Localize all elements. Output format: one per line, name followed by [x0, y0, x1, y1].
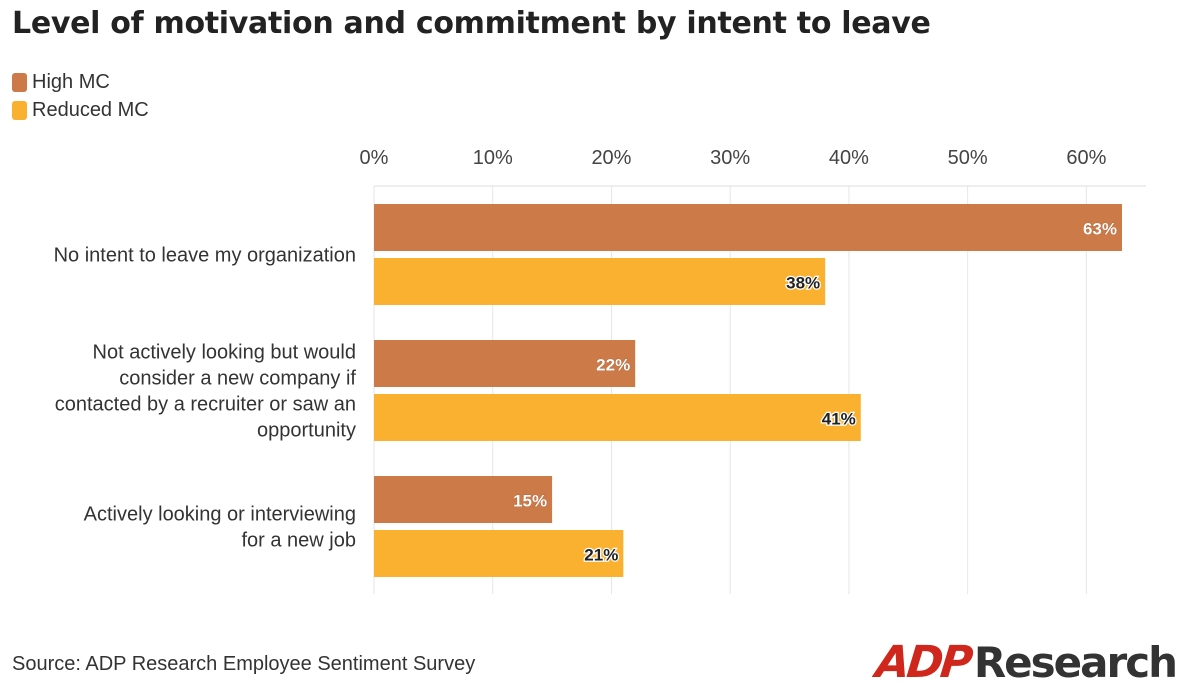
bar-data-label: 21%	[584, 546, 618, 565]
adp-research-logo: ADP Research	[873, 636, 1178, 688]
y-category-label-line: for a new job	[241, 530, 356, 552]
bar-data-label: 38%	[786, 274, 820, 293]
bar	[374, 258, 826, 305]
bar	[374, 340, 636, 387]
y-category-label-line: Not actively looking but would	[93, 342, 356, 364]
y-category-label: No intent to leave my organization	[54, 245, 356, 267]
x-tick-label: 60%	[1066, 147, 1106, 169]
bar	[374, 204, 1122, 251]
x-tick-label: 20%	[591, 147, 631, 169]
y-category-label-line: No intent to leave my organization	[54, 245, 356, 267]
bar-data-label: 15%	[513, 492, 547, 511]
bar-data-label: 63%	[1083, 220, 1117, 239]
source-note: Source: ADP Research Employee Sentiment …	[12, 653, 476, 675]
y-category-label: Actively looking or interviewing for a ne…	[84, 504, 356, 552]
bar	[374, 476, 553, 523]
bar-data-label: 41%	[822, 410, 856, 429]
logo-wordmark: Research	[973, 637, 1178, 687]
bar	[374, 530, 624, 577]
bar	[374, 394, 861, 441]
chart-legend: High MC Reduced MC	[12, 68, 149, 124]
y-category-label-line: consider a new company if	[119, 368, 356, 390]
bar-chart: 0% 10% 20% 30% 40% 50% 60% 63% 38% No intent to l…	[54, 147, 1146, 594]
x-tick-label: 10%	[473, 147, 513, 169]
x-tick-label: 0%	[360, 147, 389, 169]
legend-item-reduced-mc: Reduced MC	[12, 96, 149, 124]
y-category-label-line: Actively looking or interviewing	[84, 504, 356, 526]
x-tick-label: 40%	[829, 147, 869, 169]
legend-label-reduced-mc: Reduced MC	[32, 98, 149, 121]
y-category-label: Not actively looking but would consider a…	[55, 342, 357, 442]
y-category-label-line: opportunity	[257, 420, 356, 442]
bar-data-label: 22%	[596, 356, 630, 375]
legend-item-high-mc: High MC	[12, 68, 149, 96]
chart-title: Level of motivation and commitment by in…	[12, 6, 931, 41]
x-tick-label: 30%	[710, 147, 750, 169]
adp-logo-mark: ADP	[873, 636, 973, 688]
y-category-label-line: contacted by a recruiter or saw an	[55, 394, 356, 416]
legend-label-high-mc: High MC	[32, 70, 110, 93]
legend-swatch-reduced-mc	[12, 100, 27, 120]
legend-swatch-high-mc	[12, 72, 27, 92]
x-tick-label: 50%	[948, 147, 988, 169]
